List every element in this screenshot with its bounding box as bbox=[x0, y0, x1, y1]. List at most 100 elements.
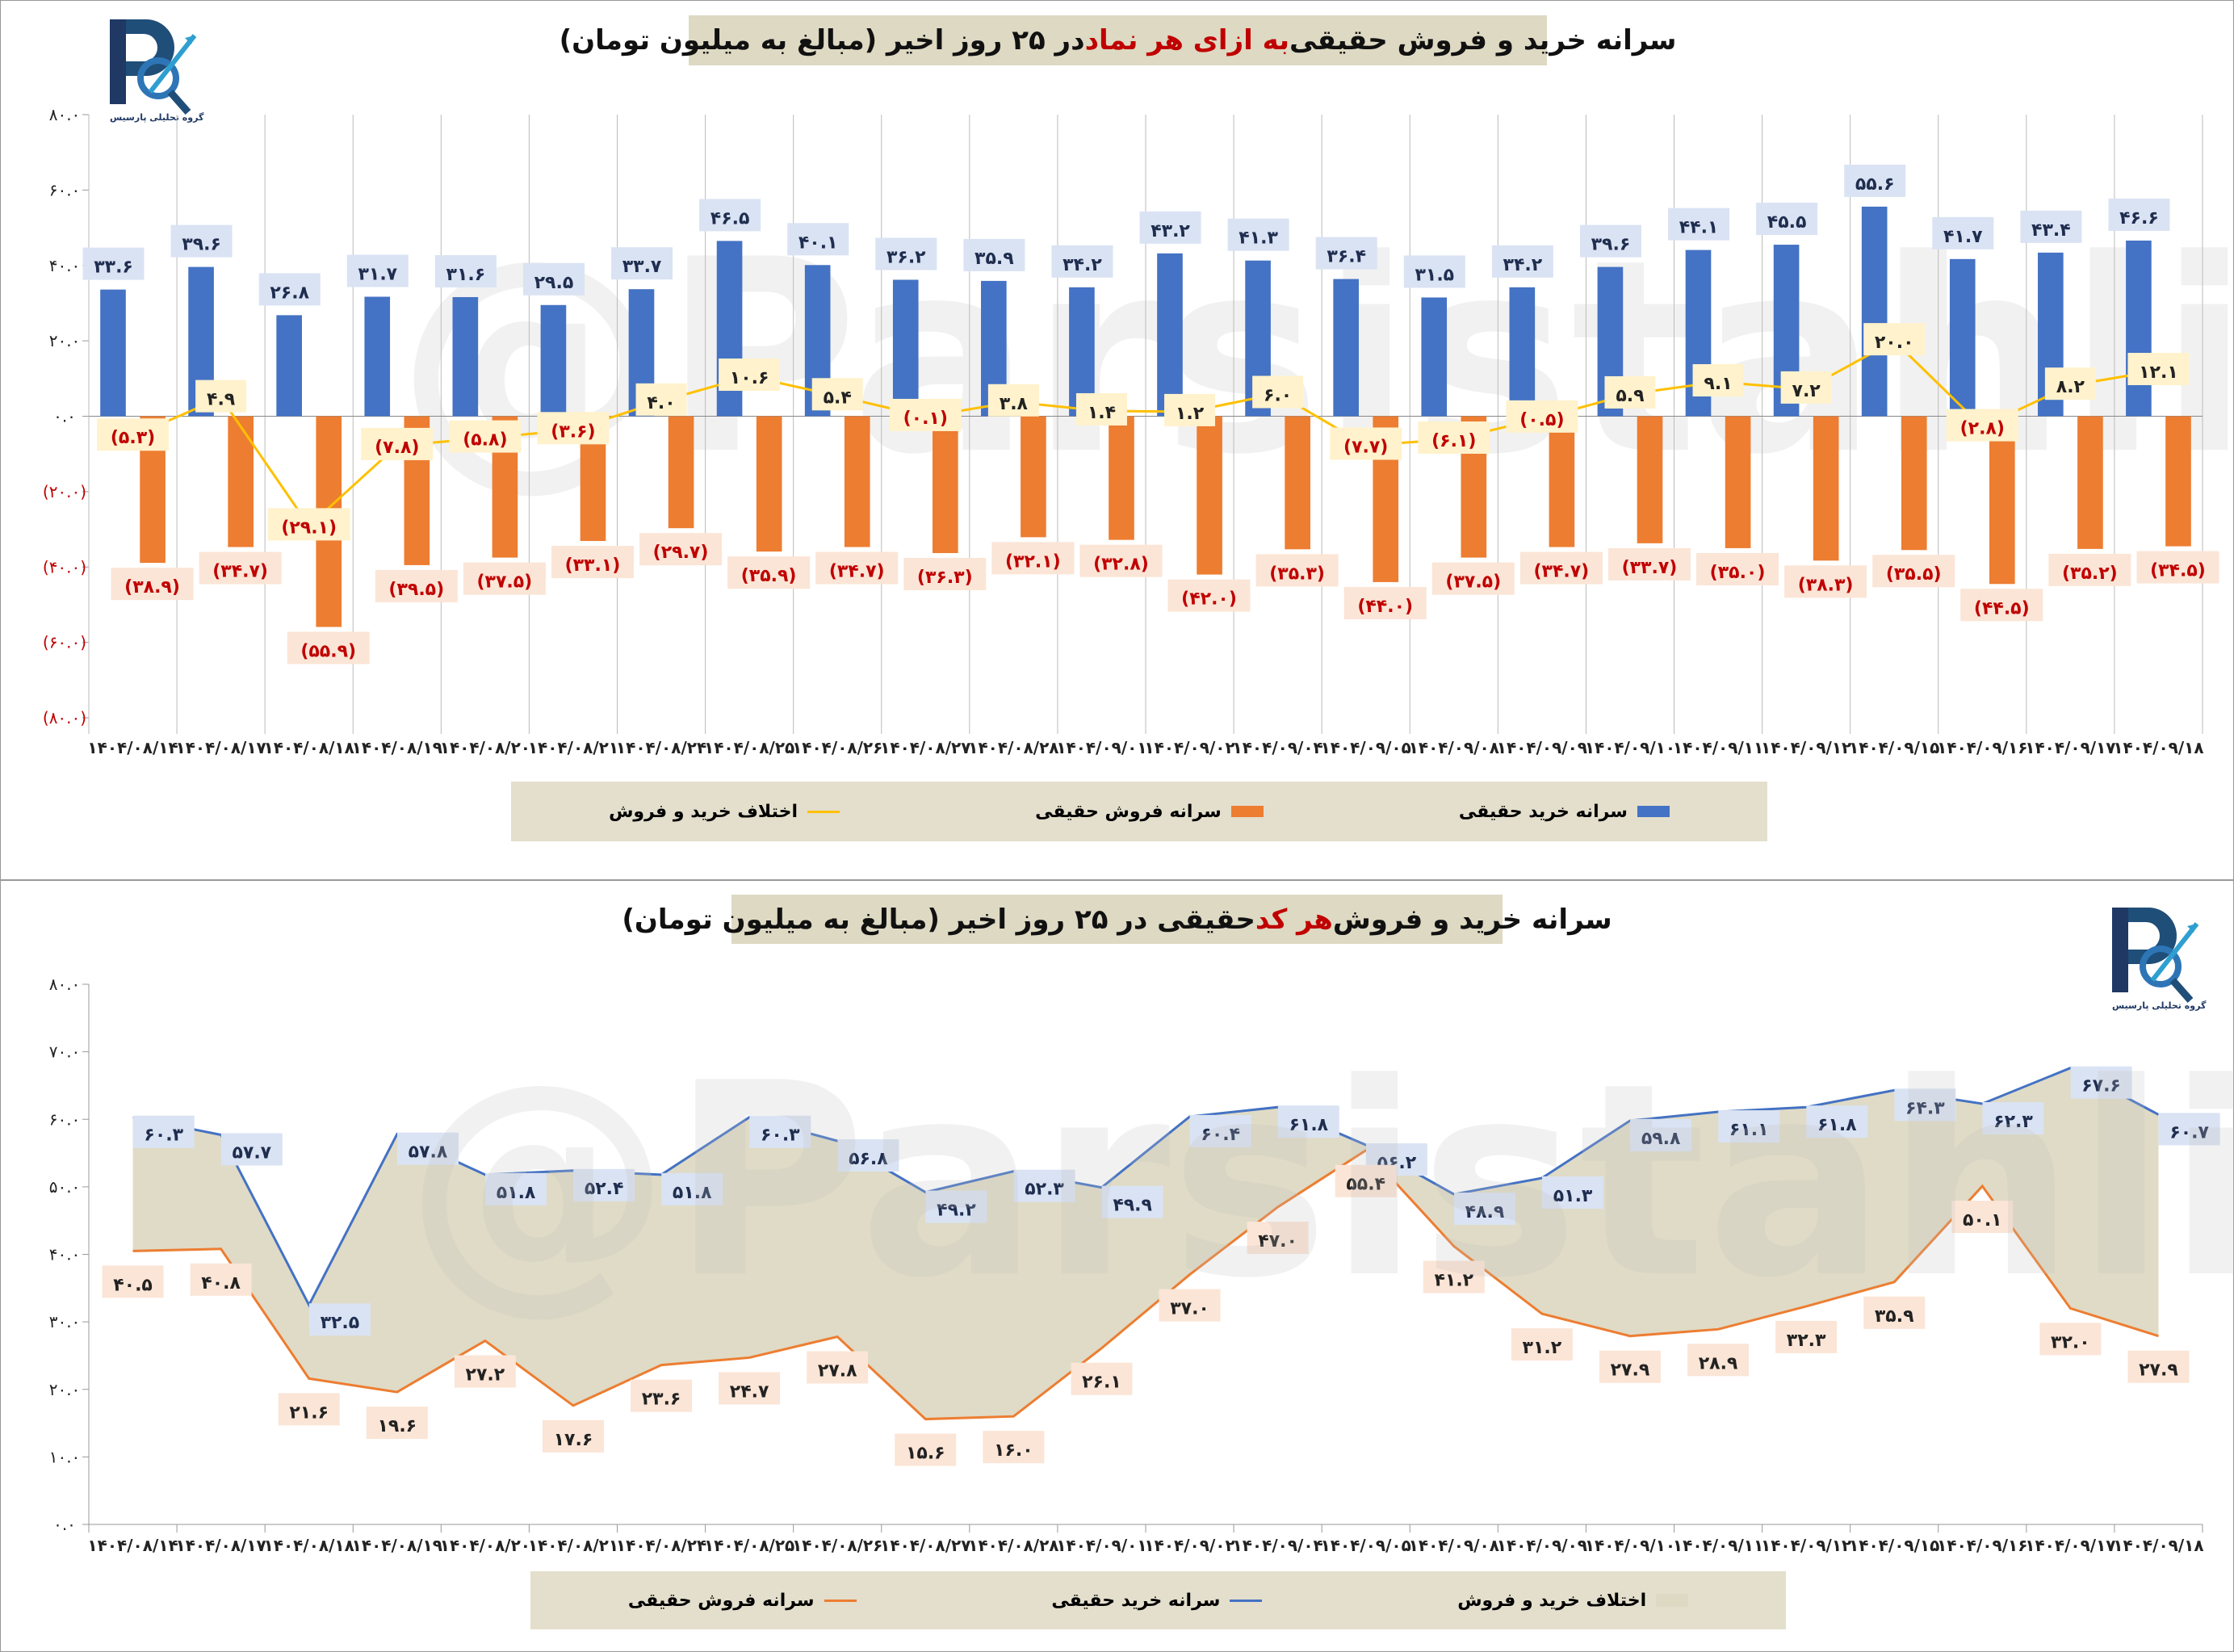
legend-label: اختلاف خرید و فروش bbox=[609, 801, 798, 822]
sell-data-label: ۴۱.۲ bbox=[1434, 1270, 1473, 1290]
x-tick-label: ۱۴۰۴/۰۸/۲۵ bbox=[704, 1536, 794, 1555]
legend-label: سرانه فروش حقیقی bbox=[1035, 801, 1222, 822]
diff-data-label: ۹.۱ bbox=[1704, 374, 1732, 394]
sell-data-label: (۳۲.۸) bbox=[1093, 555, 1149, 575]
diff-data-label-bg bbox=[1506, 400, 1578, 433]
x-tick-label: ۱۴۰۴/۰۸/۱۴ bbox=[87, 738, 178, 757]
diff-data-label: (۲.۸) bbox=[1960, 419, 2005, 439]
bar-buy bbox=[1157, 253, 1183, 417]
buy-data-label-bg bbox=[82, 247, 145, 280]
y-tick-label: ۴۰.۰ bbox=[49, 1245, 81, 1264]
x-tick-label: ۱۴۰۴/۰۸/۲۷ bbox=[880, 738, 970, 757]
sell-data-label: (۳۲.۱) bbox=[1005, 551, 1061, 572]
buy-data-label-bg bbox=[699, 199, 761, 232]
diff-data-label-bg bbox=[2044, 367, 2096, 400]
diff-data-label: ۷.۲ bbox=[1792, 381, 1821, 401]
diff-data-label: ۶.۰ bbox=[1264, 385, 1292, 405]
x-tick-label: ۱۴۰۴/۰۸/۱۹ bbox=[352, 738, 442, 757]
buy-data-label-bg bbox=[2108, 198, 2170, 231]
parsis-logo-icon: گروه تحلیلی پارسیس bbox=[110, 19, 204, 123]
x-tick-label: ۱۴۰۴/۰۸/۱۷ bbox=[175, 738, 266, 757]
diff-data-label: (۷.۸) bbox=[375, 438, 419, 458]
chart1-plot: ۸۰.۰ ۶۰.۰ ۴۰.۰ ۲۰.۰ ۰.۰ (۲۰.۰) (۴۰.۰) (۶۰.۰) (۸۰… bbox=[43, 105, 2219, 757]
sell-data-label: (۳۵.۳) bbox=[1269, 564, 1325, 584]
sell-data-label-bg bbox=[1607, 547, 1691, 581]
legend-swatch bbox=[1637, 806, 1670, 817]
bar-buy bbox=[892, 279, 919, 417]
sell-data-label: (۳۵.۲) bbox=[2062, 564, 2118, 584]
x-tick-label: ۱۴۰۴/۰۹/۰۵ bbox=[1321, 738, 1411, 757]
buy-data-label-bg bbox=[1579, 224, 1641, 258]
sell-data-label: ۱۶.۰ bbox=[994, 1440, 1033, 1461]
sell-data-label: ۲۳.۶ bbox=[642, 1390, 681, 1410]
x-tick-label: ۱۴۰۴/۰۹/۱۶ bbox=[1937, 738, 2027, 757]
buy-data-label-bg bbox=[1982, 1102, 2044, 1135]
bar-sell bbox=[2165, 416, 2191, 547]
bar-sell bbox=[1021, 416, 1046, 538]
y-tick-label: ۲۰.۰ bbox=[49, 331, 81, 350]
buy-data-label: ۴۹.۲ bbox=[937, 1201, 976, 1221]
sell-data-label: (۴۴.۵) bbox=[1974, 598, 2030, 618]
buy-data-label-bg bbox=[2020, 210, 2082, 243]
sell-data-label: (۴۴.۰) bbox=[1357, 597, 1413, 617]
buy-data-label-bg bbox=[787, 223, 849, 256]
buy-data-label: ۳۴.۲ bbox=[1063, 255, 1102, 275]
buy-line bbox=[132, 1067, 2160, 1308]
buy-data-label-bg bbox=[1630, 1118, 1692, 1151]
bar-buy bbox=[2126, 240, 2152, 417]
x-tick-label: ۱۴۰۴/۰۸/۲۱ bbox=[528, 1536, 618, 1555]
sell-data-label-bg bbox=[983, 1431, 1045, 1464]
title-highlight: هر کد bbox=[1255, 903, 1333, 936]
bar-sell bbox=[1285, 416, 1310, 550]
sell-data-label: ۳۲.۳ bbox=[1787, 1331, 1826, 1351]
buy-data-label: ۴۱.۳ bbox=[1239, 229, 1278, 249]
y-tick-label: ۴۰.۰ bbox=[49, 256, 81, 275]
x-tick-label: ۱۴۰۴/۰۸/۱۸ bbox=[264, 738, 354, 757]
x-tick-label: ۱۴۰۴/۰۹/۰۱ bbox=[1056, 1536, 1146, 1555]
bar-sell bbox=[1549, 416, 1575, 547]
legend-label: سرانه فروش حقیقی bbox=[627, 1590, 815, 1611]
sell-data-label-bg bbox=[366, 1407, 428, 1440]
sell-data-label: (۳۴.۷) bbox=[1533, 562, 1589, 582]
x-tick-label: ۱۴۰۴/۰۸/۲۷ bbox=[880, 1536, 970, 1555]
legend-item-buy: سرانه خرید حقیقی bbox=[1051, 1591, 1263, 1611]
sell-data-label: (۳۵.۰) bbox=[1710, 563, 1766, 583]
sell-data-label-bg bbox=[278, 1393, 340, 1426]
buy-data-label-bg bbox=[170, 224, 233, 258]
legend-swatch bbox=[807, 810, 840, 813]
buy-data-label: ۵۹.۸ bbox=[1641, 1129, 1681, 1149]
sell-data-label: (۳۵.۹) bbox=[741, 566, 797, 586]
sell-data-label-bg bbox=[1687, 1344, 1750, 1377]
diff-data-label: (۰.۱) bbox=[903, 409, 948, 429]
buy-data-label: ۶۰.۳ bbox=[144, 1126, 183, 1146]
sell-data-label-bg bbox=[1696, 552, 1779, 585]
sell-data-label-bg bbox=[991, 542, 1075, 575]
y-tick-label: ۸۰.۰ bbox=[49, 105, 81, 124]
sell-data-label: (۲۹.۷) bbox=[653, 543, 709, 563]
svg-text:گروه تحلیلی پارسیس: گروه تحلیلی پارسیس bbox=[2112, 1000, 2207, 1011]
x-tick-label: ۱۴۰۴/۰۸/۲۶ bbox=[792, 1536, 882, 1555]
buy-data-label-bg bbox=[1277, 1105, 1339, 1138]
watermark: @Parsistahlil bbox=[404, 1026, 2234, 1336]
legend-label: اختلاف خرید و فروش bbox=[1457, 1590, 1647, 1611]
y-tick-label: ۷۰.۰ bbox=[49, 1042, 81, 1062]
buy-data-label-bg bbox=[661, 1172, 723, 1205]
buy-data-label-bg bbox=[1844, 164, 1906, 197]
buy-data-label: ۶۱.۸ bbox=[1817, 1115, 1857, 1135]
sell-data-label: ۲۷.۹ bbox=[2139, 1361, 2178, 1381]
buy-data-label-bg bbox=[1051, 245, 1113, 278]
buy-data-label-bg bbox=[963, 238, 1025, 271]
buy-data-label: ۳۱.۷ bbox=[358, 265, 397, 285]
y-tick-label: ۱۰.۰ bbox=[49, 1447, 81, 1466]
buy-data-label: ۵۲.۳ bbox=[1025, 1180, 1064, 1200]
x-tick-label: ۱۴۰۴/۰۹/۰۴ bbox=[1232, 738, 1322, 757]
sell-data-label: ۳۵.۹ bbox=[1875, 1306, 1914, 1327]
buy-data-label-bg bbox=[1453, 1193, 1515, 1226]
x-tick-label: ۱۴۰۴/۰۸/۲۴ bbox=[616, 738, 706, 757]
sell-data-label-bg bbox=[199, 551, 282, 585]
chart2-title: سرانه خرید و فروش هر کد حقیقی در ۲۵ روز … bbox=[622, 895, 1612, 944]
buy-data-label-bg bbox=[1932, 216, 1994, 249]
diff-data-label-bg bbox=[635, 383, 687, 416]
diff-data-label: ۸.۲ bbox=[2056, 377, 2085, 397]
bar-sell bbox=[1637, 416, 1663, 543]
